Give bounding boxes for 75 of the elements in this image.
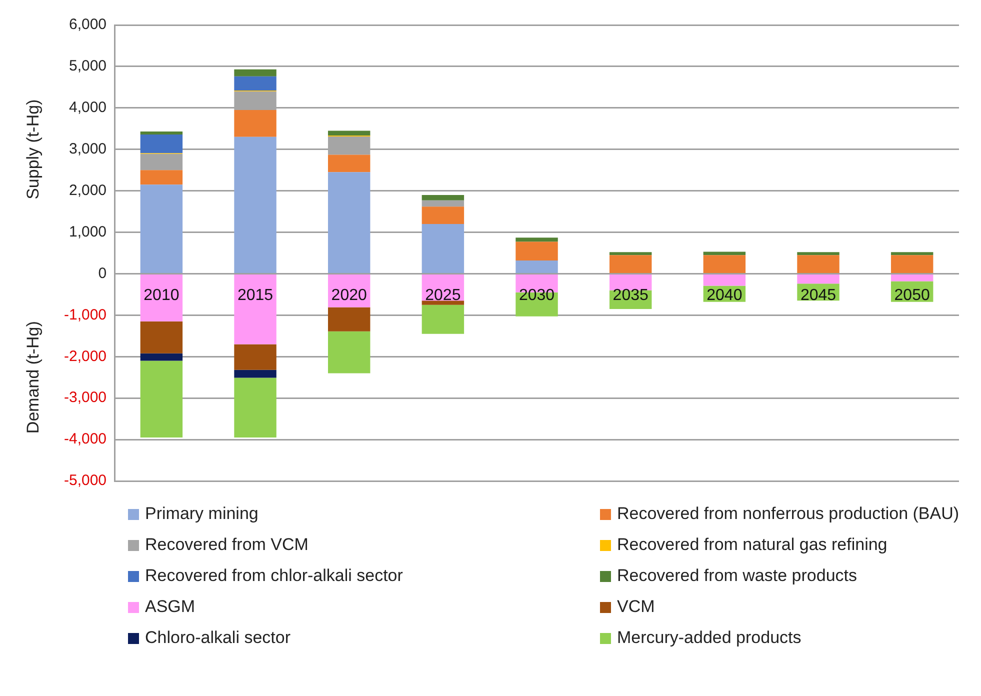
bar [516, 242, 558, 260]
bar [140, 154, 183, 170]
legend-label: ASGM [145, 597, 196, 617]
y-tick-label: 4,000 [68, 99, 107, 116]
bar [609, 274, 652, 290]
bar [140, 134, 183, 154]
y-tick-label: -1,000 [64, 306, 107, 324]
x-tick-label: 2040 [706, 287, 742, 304]
x-tick-label: 2035 [612, 287, 648, 304]
x-tick-label: 2050 [894, 287, 930, 304]
legend-label: Recovered from waste products [617, 566, 857, 586]
y-tick-label: 1,000 [68, 223, 107, 240]
legend-label: Recovered from chlor-alkali sector [145, 566, 403, 586]
bar [140, 353, 183, 361]
bar [422, 300, 464, 305]
x-tick-label: 2015 [237, 287, 274, 304]
bar [140, 274, 183, 322]
bar [422, 194, 464, 200]
y-tick-label: -5,000 [64, 472, 107, 490]
legend-label: Mercury-added products [617, 628, 802, 648]
bar [234, 69, 276, 76]
bar [797, 274, 840, 284]
bar [328, 331, 370, 374]
y-tick-label: 2,000 [68, 182, 107, 199]
bar [890, 252, 934, 256]
bar [703, 252, 746, 256]
bar [422, 200, 464, 207]
bar [140, 321, 183, 354]
bar [516, 260, 558, 273]
y-tick-label: 3,000 [68, 140, 107, 158]
y-tick-label: 5,000 [68, 58, 107, 75]
bar [609, 255, 652, 273]
y-tick-label: -4,000 [64, 430, 107, 448]
bar [140, 360, 183, 438]
bar [797, 252, 840, 256]
y-tick-label: 0 [98, 264, 107, 282]
bar [234, 370, 276, 378]
legend-label: VCM [617, 597, 655, 617]
y-axis-title: Supply (t-Hg) [24, 99, 43, 200]
bar [234, 378, 276, 438]
bar [234, 110, 276, 137]
bar [890, 255, 934, 273]
bar [422, 224, 464, 273]
bar [328, 172, 370, 273]
y-tick-label: 6,000 [68, 16, 107, 34]
bar [609, 252, 652, 256]
x-tick-label: 2010 [144, 287, 180, 304]
bar [328, 130, 370, 136]
legend-label: Recovered from nonferrous production (BAU) [617, 504, 960, 524]
x-tick-label: 2020 [331, 287, 368, 304]
bar [422, 304, 464, 334]
bar [703, 255, 746, 273]
bar [890, 274, 934, 282]
bar [140, 184, 183, 273]
bar [234, 136, 276, 273]
legend-label: Primary mining [145, 504, 258, 524]
x-tick-label: 2045 [800, 287, 836, 304]
bar [234, 76, 276, 90]
legend-label: Recovered from natural gas refining [617, 535, 888, 555]
bar [328, 154, 370, 172]
y-tick-label: -3,000 [64, 389, 107, 406]
bar [703, 274, 746, 286]
bar [328, 307, 370, 332]
legend-label: Chloro-alkali sector [145, 628, 290, 648]
bar [140, 132, 183, 134]
bar [422, 206, 464, 224]
y-tick-label: -2,000 [64, 348, 107, 365]
bar [234, 274, 276, 344]
bar [140, 170, 183, 185]
legend-label: Recovered from VCM [145, 535, 308, 555]
text: Demand (t-Hg) [24, 321, 43, 434]
bar [797, 255, 840, 273]
x-tick-label: 2025 [425, 287, 461, 304]
bar [516, 238, 558, 242]
bar [234, 344, 276, 370]
